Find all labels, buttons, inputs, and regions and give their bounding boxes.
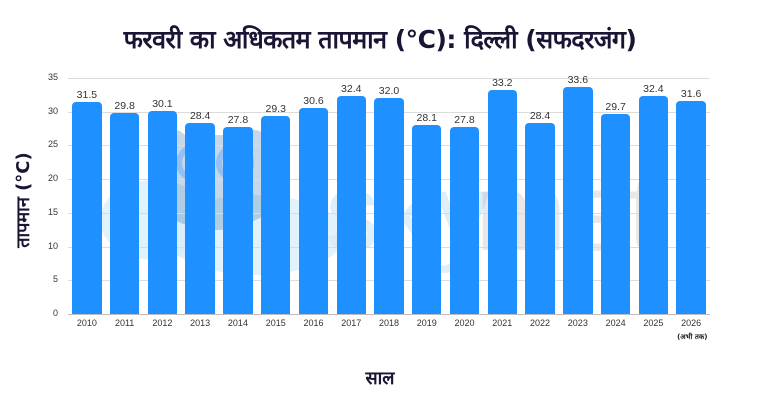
y-tick-label: 10 xyxy=(47,240,58,251)
x-tick-label: 2011 xyxy=(114,318,135,328)
x-tick-label: 2021 xyxy=(492,318,513,328)
x-tick-label: 2024 xyxy=(605,318,626,328)
x-tick-label: 2023 xyxy=(567,318,588,328)
bar-2018 xyxy=(374,98,404,314)
plot-area: 0 5 10 15 20 25 30 35 31.5 2010 29.8 2011 30.1 2012 28… xyxy=(48,72,710,328)
value-label: 27.8 xyxy=(454,113,475,126)
bar-2017 xyxy=(336,95,366,314)
value-label: 31.5 xyxy=(76,88,98,101)
y-tick-label: 30 xyxy=(47,105,58,116)
x-tick-label: 2025 xyxy=(643,318,664,328)
x-tick-label: 2019 xyxy=(416,318,437,328)
x-tick-label: 2018 xyxy=(378,318,400,328)
gridline xyxy=(68,78,710,79)
value-label: 30.1 xyxy=(152,98,173,111)
bar-2021 xyxy=(487,90,518,314)
value-label: 32.4 xyxy=(643,82,664,95)
value-label: 29.7 xyxy=(605,100,626,113)
value-label: 28.4 xyxy=(189,109,211,122)
value-label: 31.6 xyxy=(680,87,702,100)
value-label: 29.8 xyxy=(114,100,135,113)
bar-2015 xyxy=(260,116,291,314)
y-tick-label: 25 xyxy=(47,139,58,150)
value-label: 27.8 xyxy=(227,113,249,126)
bar-2020 xyxy=(449,126,480,314)
x-tick-label: 2026 xyxy=(681,318,702,328)
x-axis-label: साल xyxy=(365,368,395,389)
bar-2026 xyxy=(676,100,706,314)
bar-2019 xyxy=(412,124,442,314)
x-tick-label: 2017 xyxy=(341,318,362,328)
x-tick-label: 2010 xyxy=(76,318,97,328)
y-tick-label: 0 xyxy=(52,308,58,318)
x-axis-line xyxy=(68,314,710,315)
value-label: 30.6 xyxy=(303,94,324,107)
bar-2016 xyxy=(298,107,329,314)
bar-2024 xyxy=(600,113,631,314)
value-label: 28.4 xyxy=(529,109,551,122)
y-tick-label: 35 xyxy=(47,72,58,82)
bar-2013 xyxy=(185,122,215,314)
y-tick-label: 5 xyxy=(52,274,58,285)
bar-2025 xyxy=(638,95,669,314)
x-tick-label: 2020 xyxy=(454,318,475,328)
chart-title: फरवरी का अधिकतम तापमान (°C): दिल्ली (सफद… xyxy=(123,25,637,54)
y-tick-label: 20 xyxy=(47,173,58,184)
x-tick-label: 2012 xyxy=(152,318,173,328)
annotation-so-far: (अभी तक) xyxy=(677,333,708,341)
y-tick-label: 15 xyxy=(47,206,58,217)
bar-2014 xyxy=(223,126,253,314)
bar-2012 xyxy=(147,111,178,314)
x-tick-label: 2015 xyxy=(265,318,286,328)
value-label: 33.6 xyxy=(567,74,589,87)
x-tick-label: 2016 xyxy=(303,318,324,328)
bar-2010 xyxy=(72,101,102,314)
bar-2022 xyxy=(525,122,555,314)
value-label: 32.4 xyxy=(341,82,362,95)
x-tick-label: 2013 xyxy=(190,318,211,328)
value-label: 33.2 xyxy=(492,77,513,90)
value-label: 28.1 xyxy=(416,111,437,124)
value-label: 32.0 xyxy=(378,85,400,98)
value-label: 29.3 xyxy=(265,103,286,116)
bar-2011 xyxy=(109,113,140,314)
x-tick-label: 2022 xyxy=(530,318,551,328)
x-tick-label: 2014 xyxy=(227,318,248,328)
y-axis-label: तापमान (°C) xyxy=(13,152,34,248)
bar-2023 xyxy=(563,87,593,314)
